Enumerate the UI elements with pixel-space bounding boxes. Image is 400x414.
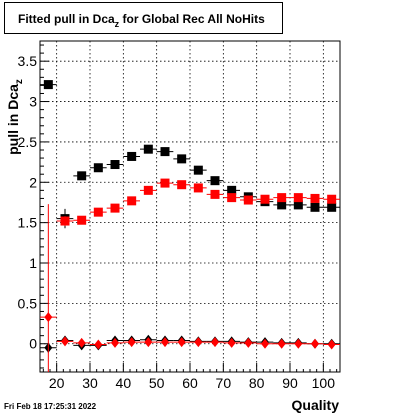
x-tick-label: 50 [149,375,165,391]
x-tick-label: 80 [249,375,265,391]
data-point-diamond [327,339,336,350]
data-point-square [260,194,270,204]
data-point-square [127,151,137,161]
y-tick-label: 2 [29,174,37,190]
data-point-diamond [127,337,136,348]
data-point-square [110,160,120,170]
data-point-square [293,200,303,210]
y-tick-label: 3.5 [18,53,38,69]
data-point-diamond [77,337,86,348]
data-point-square [277,200,287,210]
data-point-square [327,202,337,212]
x-tick-label: 70 [216,375,232,391]
y-axis-label: pull in Dcaz [5,79,25,155]
data-point-square [243,195,253,205]
data-point-diamond [144,337,153,348]
grid-lines [40,41,340,372]
data-point-diamond [61,336,69,347]
y-tick-label: 0.5 [18,295,38,311]
x-axis-label: Quality [292,397,340,413]
x-tick-label: 60 [182,375,198,391]
data-point-diamond [227,337,236,348]
x-tick-label: 90 [282,375,298,391]
x-tick-label: 30 [82,375,98,391]
data-point-square [177,154,187,164]
y-tick-label: 0 [29,336,37,352]
axis-ticks [40,44,338,372]
data-point-square [277,193,287,203]
data-point-square [110,203,120,213]
data-point-square [127,196,137,206]
data-point-square [77,171,87,181]
x-tick-label: 100 [312,375,336,391]
data-points [40,80,340,372]
data-point-diamond [194,337,203,348]
data-point-square [60,216,70,226]
y-tick-label: 1 [29,255,37,271]
data-point-square [293,193,303,203]
data-point-diamond [261,338,269,349]
data-point-square [227,193,237,203]
data-point-diamond [161,337,169,348]
data-point-square [210,176,220,186]
data-point-square [193,165,203,175]
x-tick-label: 40 [116,375,132,391]
data-point-diamond [177,337,186,348]
data-point-diamond [44,312,53,323]
data-point-square [177,180,187,190]
data-point-diamond [294,338,303,349]
data-point-square [310,202,320,212]
data-point-square [143,185,153,195]
data-point-diamond [94,339,103,350]
y-tick-label: 2.5 [18,134,38,150]
data-point-square [210,189,220,199]
data-point-square [327,194,337,204]
data-point-square [160,147,170,157]
tick-labels: 20 30 40 50 60 70 80 90 100 0 0.5 1 1.5 2 2.5 3 3.5 [18,53,336,391]
data-point-square [310,193,320,203]
footer-timestamp: Fri Feb 18 17:25:31 2022 [4,402,97,411]
data-point-square [77,215,87,225]
data-point-square [93,163,103,173]
data-point-square [143,144,153,154]
y-tick-label: 3 [29,94,37,110]
data-point-square [227,185,237,195]
data-point-square [193,183,203,193]
data-point-diamond [111,337,119,348]
data-point-diamond [277,338,286,349]
data-point-square [93,207,103,217]
chart-title: Fitted pull in Dcaz for Global Rec All N… [18,12,265,29]
y-tick-label: 1.5 [18,215,38,231]
data-point-diamond [211,337,219,348]
data-point-square [43,80,53,90]
x-tick-label: 20 [49,375,65,391]
chart-title-box: Fitted pull in Dcaz for Global Rec All N… [4,2,283,34]
data-point-square [160,178,170,188]
data-point-diamond [244,337,253,348]
data-point-diamond [311,338,319,349]
